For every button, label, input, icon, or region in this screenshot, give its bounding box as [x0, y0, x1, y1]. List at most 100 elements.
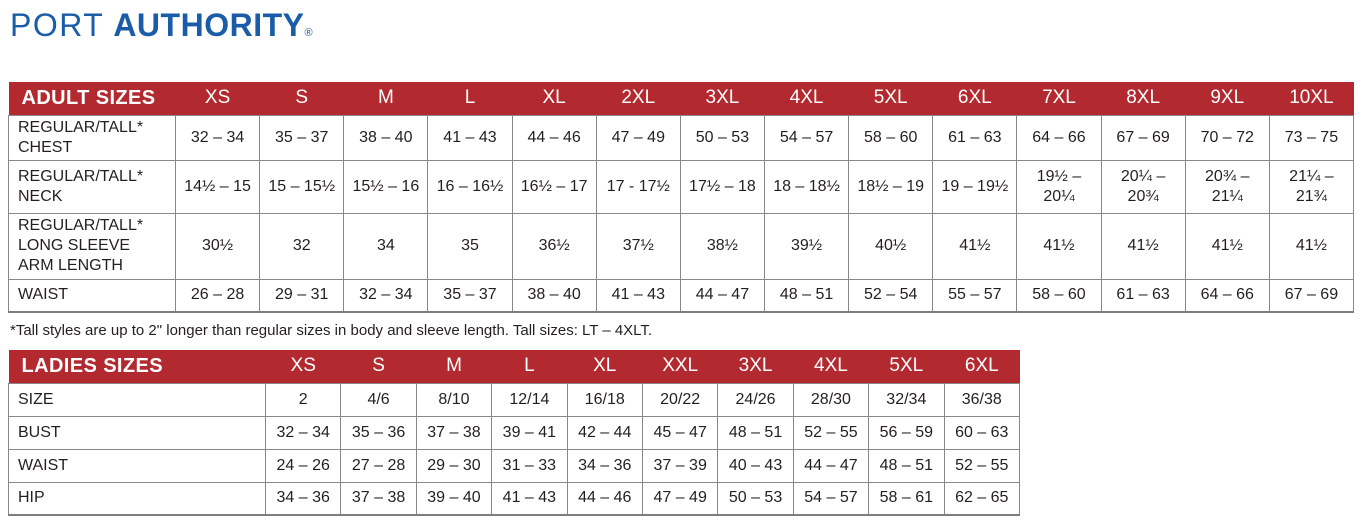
size-value-cell: 4/6: [340, 382, 417, 417]
size-value-cell: 39½: [763, 212, 850, 280]
size-value-cell: 39 – 40: [415, 481, 493, 516]
size-value-cell: 58 – 60: [848, 114, 934, 161]
size-value-cell: 12/14: [491, 382, 568, 417]
size-value-cell: 14½ – 15: [174, 159, 261, 214]
size-value-cell: 2: [264, 382, 342, 417]
size-value-cell: 37½: [595, 212, 681, 280]
row-label: REGULAR/TALL* LONG SLEEVE ARM LENGTH: [8, 212, 176, 280]
logo-word-port: PORT: [10, 7, 105, 43]
size-value-cell: 20¼ – 20¾: [1100, 159, 1186, 214]
size-column-header: 5XL: [868, 350, 945, 383]
row-label: REGULAR/TALL* CHEST: [8, 114, 176, 161]
size-value-cell: 41 – 43: [491, 481, 568, 516]
size-value-cell: 8/10: [415, 382, 493, 417]
size-value-cell: 54 – 57: [792, 481, 870, 516]
size-value-cell: 32 – 34: [343, 278, 429, 313]
size-value-cell: 67 – 69: [1100, 114, 1186, 161]
size-column-header: XS: [265, 350, 341, 383]
table-row: REGULAR/TALL* LONG SLEEVE ARM LENGTH 30½ 3…: [8, 212, 1355, 280]
size-value-cell: 38½: [679, 212, 765, 280]
size-value-cell: 48 – 51: [868, 448, 945, 483]
size-value-cell: 41½: [1268, 212, 1355, 280]
size-value-cell: 56 – 59: [868, 415, 945, 450]
row-label: BUST: [8, 415, 266, 450]
size-column-header: M: [343, 82, 428, 115]
size-value-cell: 19½ – 20¼: [1016, 159, 1102, 214]
size-value-cell: 64 – 66: [1016, 114, 1102, 161]
size-value-cell: 52 – 55: [792, 415, 870, 450]
ladies-header-row: LADIES SIZES XS S M L XL XXL 3XL 4XL 5XL 6XL: [8, 350, 1020, 383]
size-value-cell: 21¼ – 21¾: [1268, 159, 1355, 214]
adult-header-row: ADULT SIZES XS S M L XL 2XL 3XL 4XL 5XL 6XL 7XL 8XL 9…: [8, 82, 1354, 115]
adult-sizes-table: ADULT SIZES XS S M L XL 2XL 3XL 4XL 5XL 6XL 7XL 8XL 9…: [8, 82, 1355, 313]
size-value-cell: 39 – 41: [491, 415, 568, 450]
size-value-cell: 41 – 43: [427, 114, 513, 161]
table-row: WAIST 24 – 26 27 – 28 29 – 30 31 – 33 34 – 36…: [8, 448, 1021, 483]
size-value-cell: 17½ – 18: [679, 159, 765, 214]
size-value-cell: 52 – 55: [943, 448, 1021, 483]
size-column-header: XS: [175, 82, 260, 115]
size-value-cell: 34 – 36: [264, 481, 342, 516]
size-column-header: 7XL: [1016, 82, 1102, 115]
size-value-cell: 17 - 17½: [595, 159, 681, 214]
size-value-cell: 47 – 49: [641, 481, 719, 516]
size-value-cell: 44 – 46: [511, 114, 597, 161]
size-value-cell: 15 – 15½: [259, 159, 345, 214]
size-chart-page: PORT AUTHORITY® ADULT SIZES XS S M L XL 2XL 3XL 4…: [8, 7, 1355, 516]
size-value-cell: 18 – 18½: [763, 159, 850, 214]
size-value-cell: 50 – 53: [679, 114, 765, 161]
tall-sizes-footnote: *Tall styles are up to 2" longer than re…: [10, 322, 653, 339]
logo-word-authority: AUTHORITY: [113, 7, 305, 43]
size-value-cell: 54 – 57: [763, 114, 850, 161]
size-value-cell: 35 – 36: [340, 415, 417, 450]
size-value-cell: 70 – 72: [1184, 114, 1270, 161]
size-value-cell: 40 – 43: [717, 448, 794, 483]
size-value-cell: 44 – 47: [679, 278, 765, 313]
size-value-cell: 29 – 31: [259, 278, 345, 313]
size-value-cell: 35: [427, 212, 513, 280]
table-row: SIZE 2 4/6 8/10 12/14 16/18 20/22 24/26 28/30 32/…: [8, 382, 1021, 417]
size-value-cell: 16½ – 17: [511, 159, 597, 214]
size-value-cell: 73 – 75: [1268, 114, 1355, 161]
size-value-cell: 41½: [932, 212, 1018, 280]
size-column-header: 3XL: [717, 350, 794, 383]
row-label: SIZE: [8, 382, 266, 417]
size-value-cell: 40½: [848, 212, 934, 280]
size-column-header: 6XL: [944, 350, 1020, 383]
size-value-cell: 32/34: [868, 382, 945, 417]
size-value-cell: 47 – 49: [595, 114, 681, 161]
size-value-cell: 58 – 61: [868, 481, 945, 516]
size-value-cell: 20¾ – 21¼: [1184, 159, 1270, 214]
size-column-header: L: [427, 82, 513, 115]
size-column-header: 4XL: [764, 82, 849, 115]
size-column-header: S: [259, 82, 344, 115]
size-value-cell: 64 – 66: [1184, 278, 1270, 313]
table-row: REGULAR/TALL* CHEST 32 – 34 35 – 37 38 – 40…: [8, 114, 1355, 161]
size-column-header: M: [416, 350, 492, 383]
size-value-cell: 61 – 63: [1100, 278, 1186, 313]
size-column-header: XL: [567, 350, 643, 383]
size-column-header: S: [340, 350, 417, 383]
size-value-cell: 36/38: [943, 382, 1021, 417]
size-value-cell: 32 – 34: [264, 415, 342, 450]
size-value-cell: 19 – 19½: [932, 159, 1018, 214]
row-label: WAIST: [8, 278, 176, 313]
size-value-cell: 41½: [1016, 212, 1102, 280]
size-value-cell: 50 – 53: [717, 481, 794, 516]
size-value-cell: 29 – 30: [415, 448, 493, 483]
size-column-header: 5XL: [848, 82, 933, 115]
size-value-cell: 48 – 51: [717, 415, 794, 450]
size-value-cell: 24/26: [717, 382, 794, 417]
ladies-table-title: LADIES SIZES: [8, 350, 266, 383]
size-value-cell: 41½: [1184, 212, 1270, 280]
size-value-cell: 30½: [174, 212, 261, 280]
size-value-cell: 16/18: [566, 382, 643, 417]
table-row: REGULAR/TALL* NECK 14½ – 15 15 – 15½ 15½ – …: [8, 159, 1355, 214]
table-row: HIP 34 – 36 37 – 38 39 – 40 41 – 43 44 – 46 47…: [8, 481, 1021, 516]
size-value-cell: 34 – 36: [566, 448, 643, 483]
size-value-cell: 55 – 57: [932, 278, 1018, 313]
size-column-header: 10XL: [1269, 82, 1354, 115]
size-column-header: XL: [512, 82, 597, 115]
size-column-header: 3XL: [680, 82, 765, 115]
size-column-header: 4XL: [793, 350, 869, 383]
